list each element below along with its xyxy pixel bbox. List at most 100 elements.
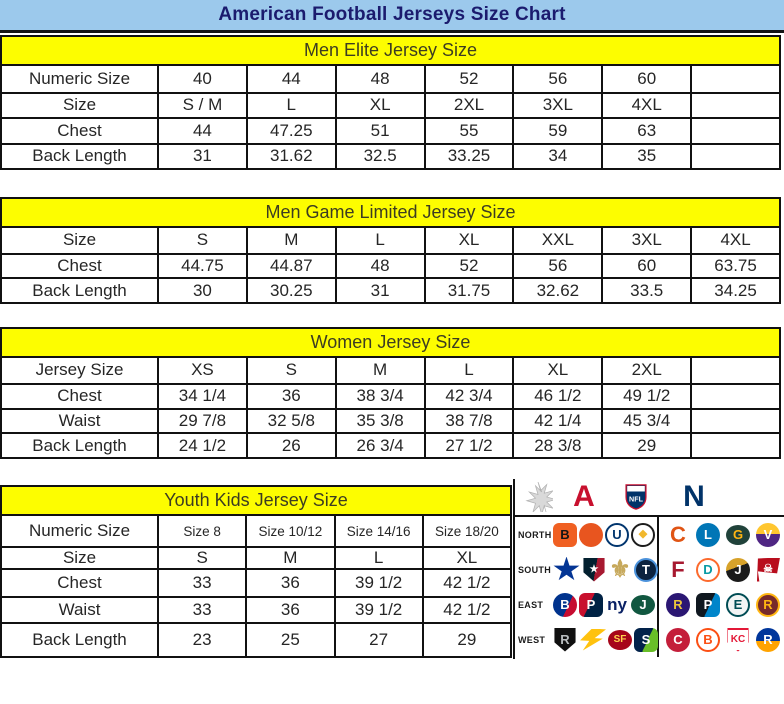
row-label: Size	[62, 230, 97, 250]
table-row: Chest 33 36 39 1/2 42 1/2	[2, 568, 510, 596]
value-cell: 4XL	[690, 228, 779, 253]
value-cell: XXL	[512, 228, 601, 253]
women-size-table: Women Jersey Size Jersey Size XS S M L XL 2XL C…	[0, 327, 781, 459]
starburst-icon	[521, 482, 555, 512]
value-cell: S	[157, 228, 246, 253]
dallas-cowboys-logo-icon	[553, 556, 580, 581]
detroit-lions-logo-icon: L	[696, 522, 720, 547]
miami-dolphins-logo-icon: D	[696, 557, 720, 582]
division-row-nfc-west: C B KC R	[659, 622, 784, 657]
value-cell: 32.62	[512, 279, 601, 303]
value-cell: 3XL	[512, 93, 601, 117]
value-cell: 48	[334, 254, 424, 278]
table-row: Back Length 24 1/2 26 26 3/4 27 1/2 28 3/8 29	[2, 432, 779, 457]
value-cell: 52	[423, 66, 513, 92]
division-label: SOUTH	[518, 564, 551, 575]
value-cell: 27	[333, 624, 422, 656]
value-cell: 42 1/2	[421, 570, 510, 596]
value-cell: 60	[601, 254, 690, 278]
value-cell: 31	[157, 144, 246, 168]
table-row: Size S M L XL XXL 3XL 4XL	[2, 228, 779, 253]
value-cell: 56	[512, 254, 601, 278]
green-bay-packers-logo-icon: G	[726, 524, 750, 545]
chicago-bears-logo-icon: C	[670, 521, 686, 547]
value-cell: 33.25	[423, 144, 513, 168]
value-cell: 31.62	[245, 144, 335, 168]
section-header-men-game: Men Game Limited Jersey Size	[0, 197, 781, 228]
section-header-youth: Youth Kids Jersey Size	[0, 485, 512, 516]
value-cell: M	[245, 228, 335, 253]
value-cell: 3XL	[601, 228, 690, 253]
tampa-bay-buccaneers-logo-icon: ☠	[756, 557, 780, 582]
value-cell: 33	[157, 570, 245, 596]
table: Jersey Size XS S M L XL 2XL Chest 34 1/4 36 38 3/4…	[0, 358, 781, 459]
section-header-label: Men Game Limited Jersey Size	[265, 202, 516, 222]
value-cell	[690, 384, 779, 408]
value-cell: 27 1/2	[423, 434, 513, 457]
division-row-nfc-south: F D J ☠	[659, 552, 784, 587]
houston-texans-logo-icon: ★	[583, 557, 605, 582]
value-cell: 47.25	[245, 119, 335, 143]
value-cell: 42 1/4	[512, 409, 601, 433]
value-cell: 45 3/4	[601, 409, 690, 433]
row-label: Chest	[57, 386, 102, 406]
value-cell: 39 1/2	[333, 570, 422, 596]
value-cell: 2XL	[423, 93, 513, 117]
jacksonville-jaguars-logo-icon: J	[726, 557, 750, 582]
value-cell: 46 1/2	[512, 384, 601, 408]
table-row: Back Length 23 25 27 29	[2, 622, 510, 656]
new-orleans-saints-logo-icon: ⚜	[609, 555, 631, 583]
indianapolis-colts-logo-icon: U	[605, 522, 629, 547]
row-label: Numeric Size	[28, 521, 131, 540]
washington-redskins-logo-icon: R	[756, 592, 780, 617]
value-cell: L	[423, 358, 513, 383]
row-label: Size	[62, 548, 97, 567]
chart-title-bar: American Football Jerseys Size Chart	[0, 0, 784, 33]
value-cell: Size 18/20	[421, 516, 510, 546]
denver-broncos-logo-icon: B	[696, 627, 720, 652]
value-cell: 23	[157, 624, 245, 656]
st-louis-rams-logo-icon: R	[756, 627, 780, 652]
oakland-raiders-logo-icon: R	[554, 627, 576, 652]
value-cell	[690, 358, 779, 383]
value-cell: 42 1/2	[421, 598, 510, 622]
men-elite-size-table: Men Elite Jersey Size Numeric Size 40 44 48…	[0, 35, 781, 170]
row-label: Numeric Size	[28, 68, 131, 88]
row-label: Chest	[57, 573, 102, 592]
value-cell: 30.25	[245, 279, 335, 303]
row-label: Chest	[57, 120, 102, 140]
value-cell: L	[245, 93, 335, 117]
table: Numeric Size Size 8 Size 10/12 Size 14/16 Si…	[0, 516, 512, 658]
atlanta-falcons-logo-icon: F	[671, 556, 685, 582]
value-cell: 44	[245, 66, 335, 92]
division-label: NORTH	[518, 529, 552, 540]
section-header-label: Men Elite Jersey Size	[303, 40, 478, 60]
value-cell: 29 7/8	[157, 409, 246, 433]
pittsburgh-steelers-logo-icon: ◆	[631, 522, 655, 547]
value-cell: 35 3/8	[334, 409, 424, 433]
value-cell: 63	[601, 119, 690, 143]
value-cell: 60	[601, 66, 690, 92]
value-cell: L	[333, 548, 422, 568]
value-cell: 24 1/2	[157, 434, 246, 457]
value-cell: S	[157, 548, 245, 568]
san-diego-chargers-logo-icon	[580, 628, 606, 651]
afc-logo-icon: A	[573, 480, 595, 513]
value-cell: XS	[157, 358, 246, 383]
value-cell: 34	[512, 144, 601, 168]
value-cell: 2XL	[601, 358, 690, 383]
table: Size S M L XL XXL 3XL 4XL Chest 44.75 44.87 48 52 56 6…	[0, 228, 781, 305]
value-cell: 51	[334, 119, 424, 143]
table-row: Back Length 31 31.62 32.5 33.25 34 35	[2, 142, 779, 168]
value-cell: 63.75	[690, 254, 779, 278]
value-cell: XL	[421, 548, 510, 568]
division-row-afc-west: WEST R SF S	[515, 622, 658, 657]
nfc-logo-icon: N	[683, 480, 705, 513]
value-cell: 56	[512, 66, 601, 92]
table-row: Numeric Size Size 8 Size 10/12 Size 14/16 Si…	[2, 516, 510, 546]
